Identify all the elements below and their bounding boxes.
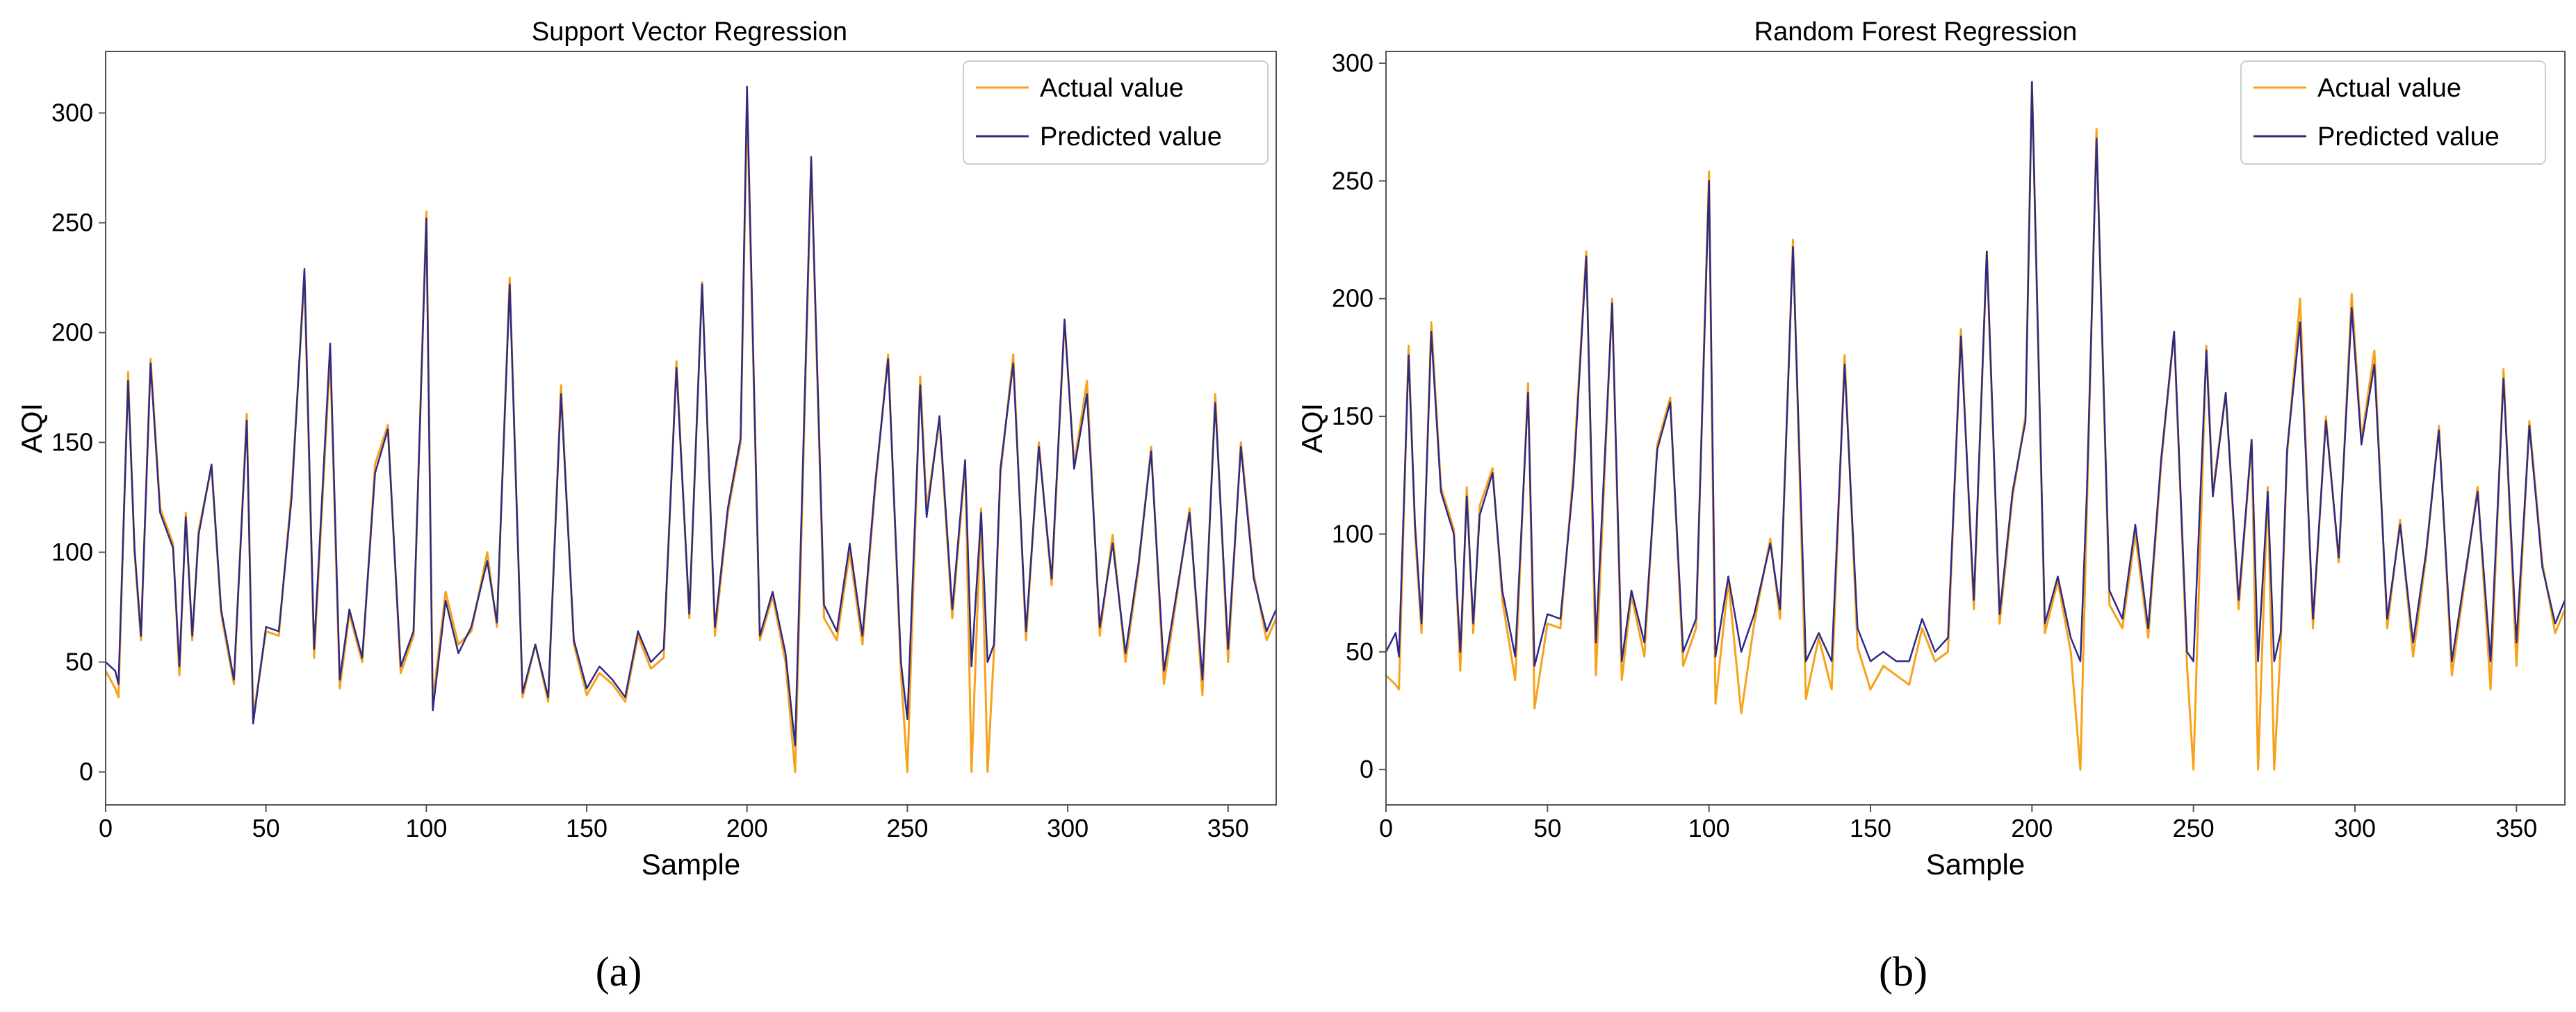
plot-frame [1385,51,2566,806]
x-tick-label: 150 [566,814,608,842]
x-tick-label: 0 [99,814,113,842]
y-tick-label: 300 [51,98,93,126]
chart-title: Support Vector Regression [532,17,847,47]
y-tick-label: 100 [51,538,93,566]
x-tick-label: 150 [1850,814,1891,842]
y-tick-label: 50 [1346,637,1373,666]
panel-label-b: (b) [1879,949,1927,995]
legend: Actual value Predicted value [963,60,1269,165]
y-tick-label: 50 [65,648,93,676]
x-tick-label: 250 [886,814,928,842]
x-tick-label: 200 [726,814,768,842]
y-tick-label: 300 [1332,49,1373,77]
legend-label-actual: Actual value [2317,74,2461,103]
y-tick-label: 150 [1332,402,1373,430]
legend: Actual value Predicted value [2240,60,2546,165]
legend-label-predicted: Predicted value [1040,122,1222,152]
y-tick-label: 0 [1360,755,1373,783]
y-tick-label: 250 [1332,166,1373,195]
x-tick-label: 0 [1379,814,1393,842]
series-line-predicted [105,85,1278,746]
x-tick-label: 100 [1688,814,1730,842]
x-tick-label: 50 [1533,814,1561,842]
series-line-actual [104,101,1278,774]
x-tick-label: 100 [405,814,447,842]
series-line-actual [1385,81,2566,771]
y-tick-label: 0 [79,758,93,786]
x-axis-label: Sample [1926,848,2025,881]
series-line-predicted [1385,81,2566,667]
series-layer [104,85,1278,774]
series-layer [1385,81,2566,771]
y-tick-label: 100 [1332,519,1373,548]
legend-label-actual: Actual value [1040,74,1184,103]
x-tick-label: 250 [2173,814,2215,842]
panel-label-a: (a) [596,949,642,995]
y-tick-label: 200 [51,318,93,347]
legend-box [2240,60,2546,165]
legend-box [963,60,1269,165]
chart-svr: Support Vector Regression 0 50 100 150 200 25… [15,17,1278,995]
x-tick-label: 200 [2011,814,2053,842]
x-tick-label: 50 [252,814,280,842]
x-tick-label: 350 [2495,814,2537,842]
x-tick-label: 300 [2334,814,2376,842]
y-tick-label: 150 [51,428,93,457]
y-axis-label: AQI [1296,403,1328,453]
legend-label-predicted: Predicted value [2317,122,2500,152]
y-axis-label: AQI [15,403,48,453]
x-tick-label: 350 [1207,814,1249,842]
y-tick-label: 250 [51,209,93,237]
y-tick-label: 200 [1332,284,1373,313]
chart-title: Random Forest Regression [1754,17,2078,47]
tick-layer: 0 50 100 150 200 250 300 350 0 50 100 150 200 250 300 [51,98,1249,842]
plot-frame [105,51,1277,806]
chart-rfr: Random Forest Regression 0 50 100 150 200 250… [1296,17,2566,995]
x-tick-label: 300 [1047,814,1089,842]
x-axis-label: Sample [642,848,740,881]
tick-layer: 0 50 100 150 200 250 300 350 0 50 100 150 200 250 300 [1332,49,2537,842]
